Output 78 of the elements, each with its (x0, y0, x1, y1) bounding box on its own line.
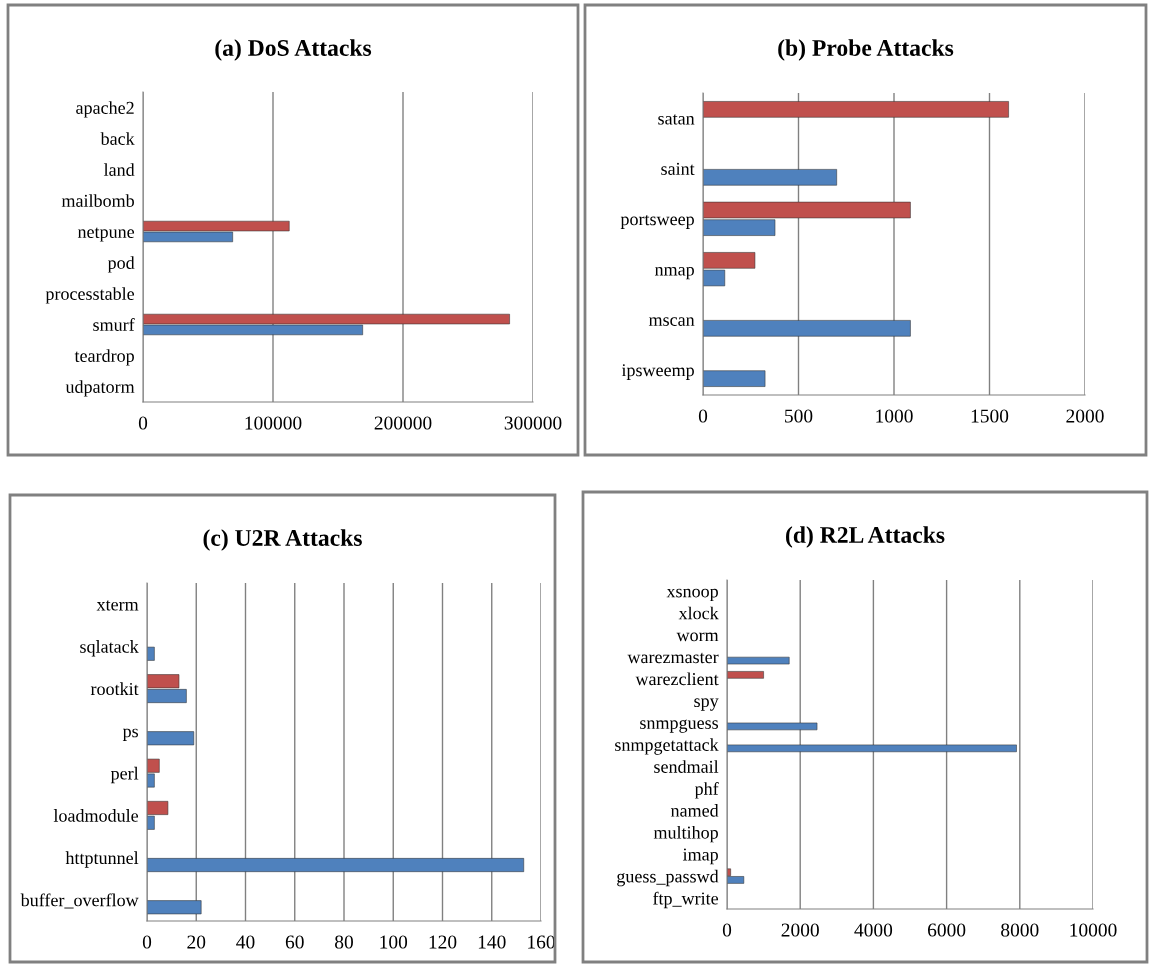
chart-title: (a) DoS Attacks (215, 39, 372, 61)
y-tick-label: mscan (648, 317, 695, 326)
x-tick-label: 4000 (854, 923, 893, 937)
x-tick-label: 300000 (504, 416, 562, 430)
y-tick-label: apache2 (76, 101, 134, 118)
y-tick-label: teardrop (74, 349, 134, 366)
x-tick-label: 120 (429, 935, 457, 949)
y-tick-label: ipsweemp (621, 364, 694, 380)
bar (727, 671, 764, 679)
chart-title: (c) U2R Attacks (203, 529, 362, 551)
y-tick-label: httptunnel (65, 851, 139, 868)
x-tick-label: 200000 (374, 416, 432, 430)
x-tick-label: 1000 (876, 409, 913, 423)
y-tick-label: mailbomb (61, 194, 134, 207)
bar (703, 169, 837, 186)
y-tick-label: rootkit (90, 682, 139, 696)
bar (147, 900, 202, 915)
bar (147, 731, 195, 746)
y-tick-label: xlock (678, 606, 719, 620)
x-tick-label: 60 (285, 935, 304, 949)
y-tick-label: ftp_write (653, 891, 719, 909)
y-tick-label: saint (661, 162, 695, 175)
y-tick-label: satan (658, 114, 695, 125)
bar (727, 744, 1017, 753)
x-tick-label: 2000 (1066, 409, 1104, 423)
y-tick-label: guess_passwd (617, 869, 719, 887)
y-tick-label: netpune (77, 227, 135, 242)
x-tick-label: 6000 (927, 923, 966, 937)
y-tick-label: buffer_overflow (20, 893, 139, 909)
y-tick-label: imap (682, 848, 718, 865)
y-tick-label: sendmail (654, 760, 719, 773)
y-tick-label: worm (676, 632, 719, 642)
y-tick-label: portsweep (620, 214, 694, 229)
bar (147, 858, 525, 872)
y-tick-label: nmap (654, 266, 694, 280)
x-tick-label: 100000 (245, 416, 302, 430)
x-tick-label: 20 (187, 935, 206, 949)
y-tick-label: warezmaster (627, 652, 719, 664)
bar (703, 370, 766, 387)
y-tick-label: named (670, 804, 719, 817)
x-tick-label: 1500 (971, 409, 1009, 423)
bar (727, 722, 818, 731)
bar (703, 101, 1009, 118)
y-tick-label: phf (694, 782, 719, 799)
x-tick-label: 0 (142, 935, 152, 949)
x-tick-label: 140 (478, 935, 506, 949)
y-tick-label: spy (694, 698, 719, 711)
y-tick-label: warezclient (635, 672, 719, 686)
y-tick-label: snmpgetattack (615, 738, 719, 755)
bar (727, 656, 790, 665)
x-tick-label: 0 (698, 409, 708, 423)
chart-title: (b) Probe Attacks (778, 39, 954, 61)
y-tick-label: processtable (45, 287, 135, 304)
y-tick-label: udpatorm (65, 380, 135, 397)
bar (147, 646, 155, 661)
bar (703, 320, 911, 337)
x-tick-label: 2000 (781, 923, 819, 937)
x-tick-label: 100 (380, 935, 408, 949)
y-tick-label: sqlatack (80, 640, 139, 657)
y-tick-label: multihop (653, 825, 718, 843)
x-tick-label: 40 (236, 935, 255, 949)
x-tick-label: 500 (785, 409, 813, 423)
y-tick-label: ps (122, 728, 139, 741)
x-tick-label: 8000 (1001, 923, 1039, 937)
y-tick-label: xterm (96, 600, 139, 611)
y-tick-label: back (100, 132, 135, 145)
y-tick-label: pod (107, 256, 135, 273)
x-tick-label: 10000 (1070, 923, 1117, 937)
y-tick-label: loadmodule (53, 809, 139, 822)
x-tick-label: 0 (722, 923, 732, 937)
y-tick-label: smurf (93, 318, 135, 331)
x-tick-label: 0 (138, 416, 148, 430)
chart-title: (d) R2L Attacks (786, 526, 945, 548)
x-tick-label: 80 (335, 935, 353, 949)
y-tick-label: land (103, 163, 135, 176)
y-tick-label: perl (110, 766, 139, 784)
y-tick-label: snmpguess (640, 719, 719, 733)
y-tick-label: xsnoop (666, 588, 718, 602)
